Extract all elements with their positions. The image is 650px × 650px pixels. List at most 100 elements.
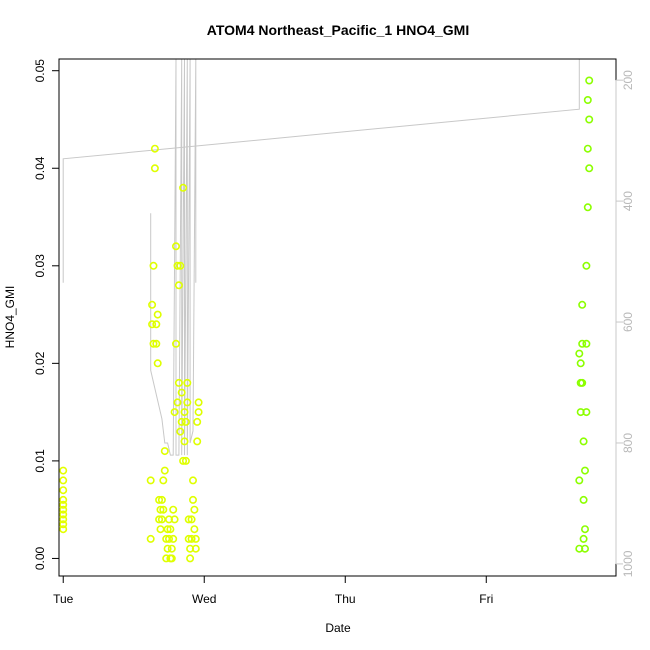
data-point <box>170 408 179 417</box>
data-point <box>180 408 189 417</box>
data-point <box>191 534 200 543</box>
data-point <box>155 515 164 524</box>
data-point <box>580 544 589 553</box>
data-point <box>163 544 172 553</box>
data-point <box>59 510 68 519</box>
data-point <box>583 96 592 105</box>
data-point <box>186 554 195 563</box>
data-point <box>190 525 199 534</box>
data-point <box>183 398 192 407</box>
data-point <box>194 408 203 417</box>
data-point <box>183 378 192 387</box>
data-point <box>579 534 588 543</box>
data-point <box>189 495 198 504</box>
data-point <box>575 476 584 485</box>
series-2 <box>575 76 594 553</box>
data-point <box>576 359 585 368</box>
series-0 <box>59 466 68 534</box>
data-point <box>148 300 157 309</box>
data-point <box>59 466 68 475</box>
data-point <box>582 261 591 270</box>
y2-tick-label: 400 <box>621 191 635 211</box>
data-point <box>174 378 183 387</box>
x-tick-label: Wed <box>192 592 216 606</box>
data-point <box>160 466 169 475</box>
data-point <box>176 427 185 436</box>
data-point <box>148 320 157 329</box>
data-point <box>159 505 168 514</box>
data-point <box>157 495 166 504</box>
data-point <box>59 525 68 534</box>
y2-tick-label: 1000 <box>621 550 635 577</box>
data-point <box>579 495 588 504</box>
data-point <box>59 486 68 495</box>
data-point <box>149 261 158 270</box>
data-point <box>146 476 155 485</box>
data-point <box>582 408 591 417</box>
data-point <box>579 437 588 446</box>
x-tick-label: Tue <box>53 592 74 606</box>
data-point <box>153 359 162 368</box>
y-tick-label: 0.03 <box>33 254 47 278</box>
data-point <box>580 466 589 475</box>
y2-axis: 200 400 600 800 1000 <box>615 70 635 577</box>
data-point <box>583 203 592 212</box>
data-point <box>585 115 594 124</box>
data-point <box>59 476 68 485</box>
x-axis-label: Date <box>325 621 351 635</box>
data-point <box>173 261 182 270</box>
data-point <box>177 388 186 397</box>
data-point <box>167 544 176 553</box>
data-point <box>146 534 155 543</box>
data-point <box>184 515 193 524</box>
data-point <box>580 525 589 534</box>
data-points-layer <box>59 76 594 563</box>
data-point <box>169 534 178 543</box>
data-point <box>177 417 186 426</box>
data-point <box>172 242 181 251</box>
data-point <box>575 349 584 358</box>
data-point <box>179 456 188 465</box>
data-point <box>585 76 594 85</box>
x-tick-label: Fri <box>479 592 493 606</box>
data-point <box>180 437 189 446</box>
data-point <box>582 339 591 348</box>
pressure-trace-layer <box>62 59 590 456</box>
y2-tick-label: 600 <box>621 312 635 332</box>
data-point <box>193 417 202 426</box>
data-point <box>585 164 594 173</box>
pressure-trace-1 <box>150 59 197 456</box>
data-point <box>174 281 183 290</box>
data-point <box>190 505 199 514</box>
data-point <box>578 339 587 348</box>
data-point <box>166 525 175 534</box>
data-point <box>59 515 68 524</box>
y-tick-label: 0.04 <box>33 156 47 180</box>
data-point <box>59 495 68 504</box>
y2-tick-label: 800 <box>621 433 635 453</box>
y-tick-label: 0.05 <box>33 59 47 83</box>
data-point <box>169 505 178 514</box>
data-point <box>152 339 161 348</box>
data-point <box>159 476 168 485</box>
data-point <box>179 183 188 192</box>
y-tick-label: 0.00 <box>33 546 47 570</box>
data-point <box>181 456 190 465</box>
data-point <box>187 534 196 543</box>
data-point <box>150 164 159 173</box>
y2-tick-label: 200 <box>621 70 635 90</box>
data-point <box>59 500 68 509</box>
data-point <box>160 447 169 456</box>
data-point <box>194 398 203 407</box>
data-point <box>152 320 161 329</box>
data-point <box>165 534 174 543</box>
data-point <box>167 554 176 563</box>
x-tick-label: Thu <box>335 592 356 606</box>
data-point <box>59 505 68 514</box>
data-point <box>583 144 592 153</box>
y-tick-label: 0.01 <box>33 449 47 473</box>
data-point <box>172 339 181 348</box>
data-point <box>170 515 179 524</box>
